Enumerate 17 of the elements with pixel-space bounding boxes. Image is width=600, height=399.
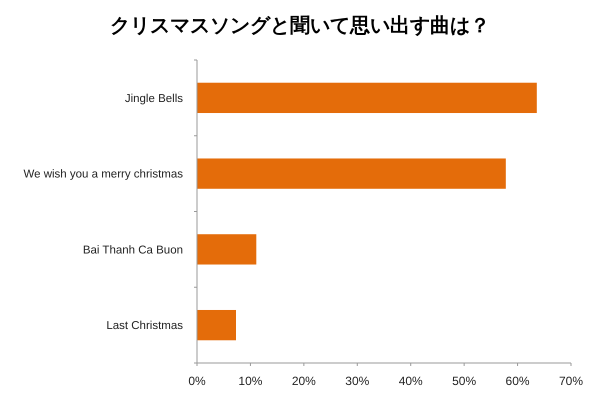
x-tick-label: 70% (558, 374, 584, 388)
x-tick-label: 30% (345, 374, 370, 388)
bar (197, 82, 537, 114)
y-tick-label: Bai Thanh Ca Buon (82, 244, 183, 256)
chart-title: クリスマスソングと聞いて思い出す曲は？ (110, 15, 490, 37)
x-tick-label: 10% (238, 374, 263, 388)
bar (197, 310, 236, 340)
bar (197, 158, 506, 189)
x-tick-label: 40% (398, 374, 424, 388)
x-tick-label: 60% (506, 374, 530, 388)
y-tick-label: Last Christmas (106, 320, 184, 332)
y-tick-label: We wish you a merry christmas (23, 168, 184, 181)
bar (197, 234, 256, 265)
x-tick-label: 50% (452, 374, 476, 388)
y-tick-label: Jingle Bells (124, 92, 184, 105)
x-tick-label: 0% (188, 374, 206, 388)
x-tick-label: 20% (292, 374, 316, 388)
